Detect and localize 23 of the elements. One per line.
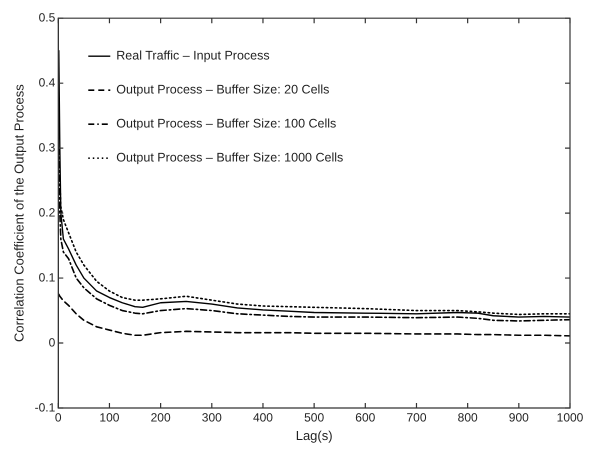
legend-label: Output Process – Buffer Size: 100 Cells [116,116,336,131]
x-tick-label: 800 [458,410,478,425]
x-tick-label: 500 [304,410,324,425]
y-tick-label: -0.1 [34,400,56,414]
y-tick-label: 0 [48,335,56,350]
y-tick-label: 0.1 [38,270,56,284]
x-tick-label: 100 [99,410,120,425]
x-tick-label: 700 [406,410,427,425]
y-tick-label: 0.5 [38,10,56,25]
x-tick-label: 300 [202,410,222,425]
legend-label: Real Traffic – Input Process [116,48,270,63]
y-axis-title: Correlation Coefficient of the Output Process [11,84,26,342]
legend-label: Output Process – Buffer Size: 20 Cells [116,82,330,97]
x-tick-label: 600 [355,410,376,425]
x-axis-title: Lag(s) [296,428,333,443]
x-tick-label: 200 [150,410,171,425]
y-tick-label: 0.3 [38,140,56,154]
x-tick-label: 900 [508,410,530,425]
legend-label: Output Process – Buffer Size: 1000 Cells [116,150,344,165]
y-tick-label: 0.2 [38,205,56,220]
x-tick-label: 1000 [556,410,584,425]
x-tick-label: 400 [252,410,274,425]
y-tick-label: 0.4 [38,75,56,90]
